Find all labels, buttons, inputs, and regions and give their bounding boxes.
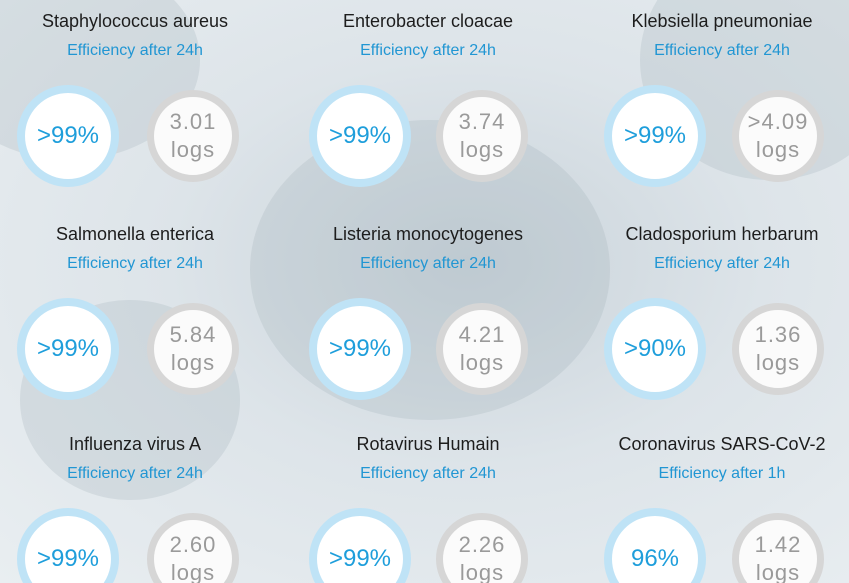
logs-unit: logs xyxy=(171,349,215,377)
efficiency-subtitle: Efficiency after 24h xyxy=(0,42,285,60)
logs-value: 3.01 xyxy=(170,108,217,136)
efficiency-subtitle: Efficiency after 24h xyxy=(572,255,849,273)
organism-name: Coronavirus SARS-CoV-2 xyxy=(572,434,849,455)
logs-unit: logs xyxy=(171,559,215,583)
efficiency-subtitle: Efficiency after 1h xyxy=(572,465,849,483)
organism-name: Enterobacter cloacae xyxy=(278,11,578,32)
organism-name: Rotavirus Humain xyxy=(278,434,578,455)
logs-unit: logs xyxy=(460,136,504,164)
logs-value: 5.84 xyxy=(170,321,217,349)
efficiency-circle: >99% xyxy=(17,508,119,583)
logs-unit: logs xyxy=(171,136,215,164)
organism-name: Cladosporium herbarum xyxy=(572,224,849,245)
efficiency-subtitle: Efficiency after 24h xyxy=(572,42,849,60)
efficiency-circle: >99% xyxy=(309,85,411,187)
efficiency-subtitle: Efficiency after 24h xyxy=(278,255,578,273)
infographic: Staphylococcus aureus Efficiency after 24… xyxy=(0,0,849,583)
efficiency-circle: >99% xyxy=(309,298,411,400)
organism-name: Salmonella enterica xyxy=(0,224,285,245)
organism-name: Influenza virus A xyxy=(0,434,285,455)
efficiency-subtitle: Efficiency after 24h xyxy=(278,465,578,483)
logs-value: 1.42 xyxy=(755,531,802,559)
efficiency-circle: >99% xyxy=(309,508,411,583)
logs-value: 4.21 xyxy=(459,321,506,349)
efficiency-circle: >90% xyxy=(604,298,706,400)
efficiency-circle: 96% xyxy=(604,508,706,583)
efficiency-subtitle: Efficiency after 24h xyxy=(278,42,578,60)
logs-unit: logs xyxy=(756,136,800,164)
organism-name: Staphylococcus aureus xyxy=(0,11,285,32)
logs-value: 1.36 xyxy=(755,321,802,349)
logs-unit: logs xyxy=(460,559,504,583)
logs-unit: logs xyxy=(756,559,800,583)
logs-unit: logs xyxy=(756,349,800,377)
efficiency-circle: >99% xyxy=(17,298,119,400)
logs-value: 3.74 xyxy=(459,108,506,136)
efficiency-subtitle: Efficiency after 24h xyxy=(0,465,285,483)
efficiency-circle: >99% xyxy=(17,85,119,187)
organism-name: Klebsiella pneumoniae xyxy=(572,11,849,32)
logs-unit: logs xyxy=(460,349,504,377)
efficiency-circle: >99% xyxy=(604,85,706,187)
logs-value: 2.60 xyxy=(170,531,217,559)
logs-value: >4.09 xyxy=(748,108,809,136)
logs-value: 2.26 xyxy=(459,531,506,559)
organism-name: Listeria monocytogenes xyxy=(278,224,578,245)
efficiency-subtitle: Efficiency after 24h xyxy=(0,255,285,273)
